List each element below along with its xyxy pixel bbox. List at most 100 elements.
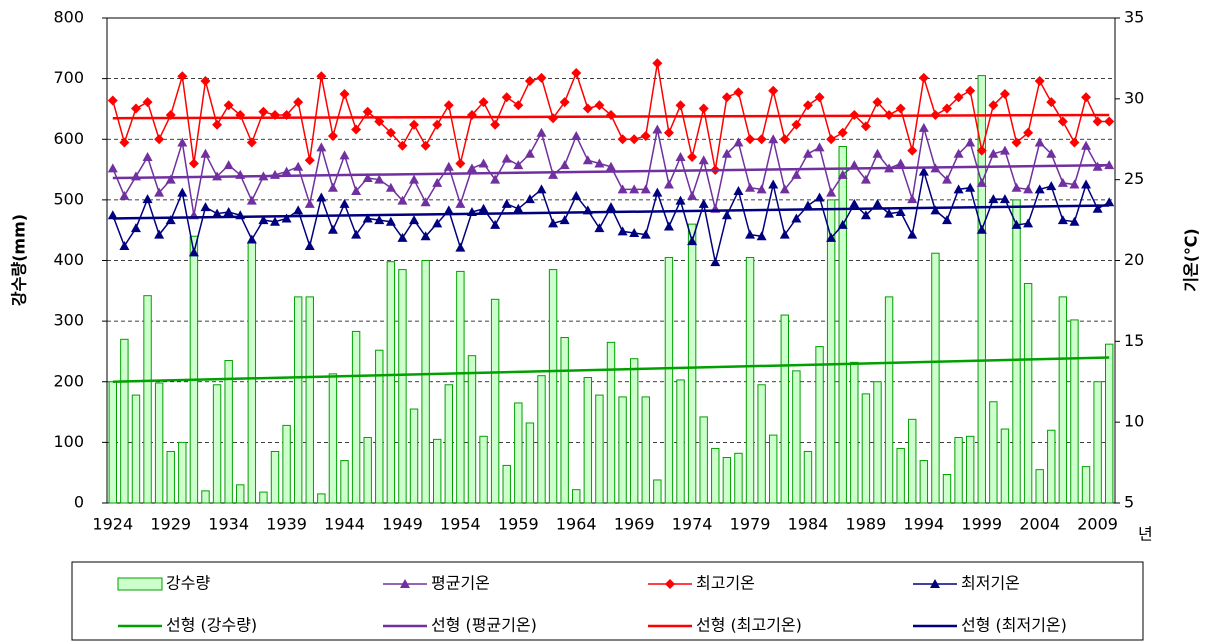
series-marker: [223, 160, 234, 170]
series-marker: [1092, 116, 1103, 127]
bar: [989, 401, 998, 504]
bar: [293, 296, 303, 504]
series-marker: [965, 182, 976, 192]
series-marker: [374, 174, 385, 184]
series-marker: [200, 148, 211, 158]
series-marker: [1011, 182, 1022, 192]
series-marker: [872, 148, 883, 158]
series-marker: [536, 127, 547, 137]
series-marker: [733, 87, 744, 98]
legend-box: [71, 561, 1144, 641]
series-marker: [571, 131, 582, 141]
series-marker: [304, 240, 315, 250]
series-marker: [316, 192, 327, 202]
series-marker: [559, 215, 570, 225]
x-tick-label: 1959: [498, 515, 539, 534]
series-marker: [1023, 218, 1034, 228]
series-marker: [466, 163, 477, 173]
series-marker: [432, 177, 443, 187]
bar: [595, 394, 604, 504]
legend-label: 선형 (강수량): [166, 616, 257, 635]
series-marker: [478, 203, 489, 213]
bar: [537, 375, 546, 504]
series-marker: [942, 103, 952, 114]
bar: [178, 441, 187, 504]
series-marker: [513, 160, 524, 170]
bar: [699, 416, 708, 504]
bar: [363, 437, 372, 504]
y-tick-label: 300: [53, 311, 84, 330]
series-marker: [594, 158, 605, 168]
bar: [606, 341, 616, 504]
series-marker: [652, 187, 663, 197]
series-marker: [594, 223, 605, 233]
bar: [873, 381, 882, 504]
series-marker: [907, 229, 918, 239]
y2-tick-label: 35: [1124, 8, 1144, 27]
legend-label: 선형 (최저기온): [961, 616, 1067, 635]
y-tick-label: 200: [53, 371, 84, 390]
bar: [977, 75, 986, 504]
series-marker: [397, 195, 408, 205]
series-marker: [119, 240, 130, 250]
series-marker: [860, 210, 871, 220]
series-marker: [374, 215, 385, 225]
series-marker: [119, 137, 130, 148]
series-marker: [513, 203, 524, 213]
bar: [792, 370, 801, 504]
series-marker: [698, 198, 709, 208]
series-marker: [374, 116, 385, 127]
series-marker: [687, 152, 698, 163]
series-marker: [745, 134, 756, 145]
series-marker: [351, 185, 362, 195]
x-tick-label: 1969: [614, 515, 655, 534]
series-marker: [860, 121, 871, 132]
bar: [838, 146, 847, 504]
series-marker: [409, 215, 420, 225]
series-marker: [1034, 137, 1045, 147]
bar: [502, 464, 511, 504]
series-marker: [212, 119, 223, 130]
series-marker: [327, 182, 338, 192]
x-tick-label: 1944: [324, 515, 365, 534]
series-marker: [756, 231, 767, 241]
series-marker: [362, 213, 373, 223]
series-marker: [548, 113, 559, 124]
series-marker: [965, 85, 976, 96]
bar: [467, 355, 477, 504]
bar: [1000, 428, 1010, 504]
series-marker: [965, 137, 976, 147]
series-marker: [177, 71, 188, 82]
series-marker: [663, 127, 674, 138]
series-marker: [559, 97, 570, 108]
series-marker: [536, 72, 547, 83]
bar: [201, 490, 210, 504]
bar: [548, 269, 558, 504]
series-marker: [953, 92, 964, 103]
series-marker: [629, 184, 640, 194]
series-marker: [756, 184, 767, 194]
series-marker: [663, 179, 674, 189]
bar: [1023, 283, 1033, 504]
legend-label: 최고기온: [696, 574, 755, 593]
series-marker: [154, 187, 165, 197]
series-marker: [478, 158, 489, 168]
series-marker: [942, 174, 952, 184]
series-marker: [675, 100, 686, 111]
series-marker: [1034, 76, 1045, 87]
series-marker: [837, 169, 848, 179]
series-marker: [293, 97, 304, 108]
series-marker: [548, 218, 559, 228]
series-marker: [385, 216, 396, 226]
bar: [850, 361, 859, 504]
series-marker: [918, 122, 929, 132]
legend-label: 강수량: [166, 574, 210, 593]
series-marker: [582, 155, 593, 165]
bar: [826, 199, 836, 504]
x-tick-label: 1949: [382, 515, 423, 534]
bar: [432, 438, 442, 504]
bar: [711, 447, 720, 504]
x-tick-label: 2004: [1019, 515, 1060, 534]
y-tick-label: 0: [74, 493, 84, 512]
series-marker: [154, 134, 165, 145]
